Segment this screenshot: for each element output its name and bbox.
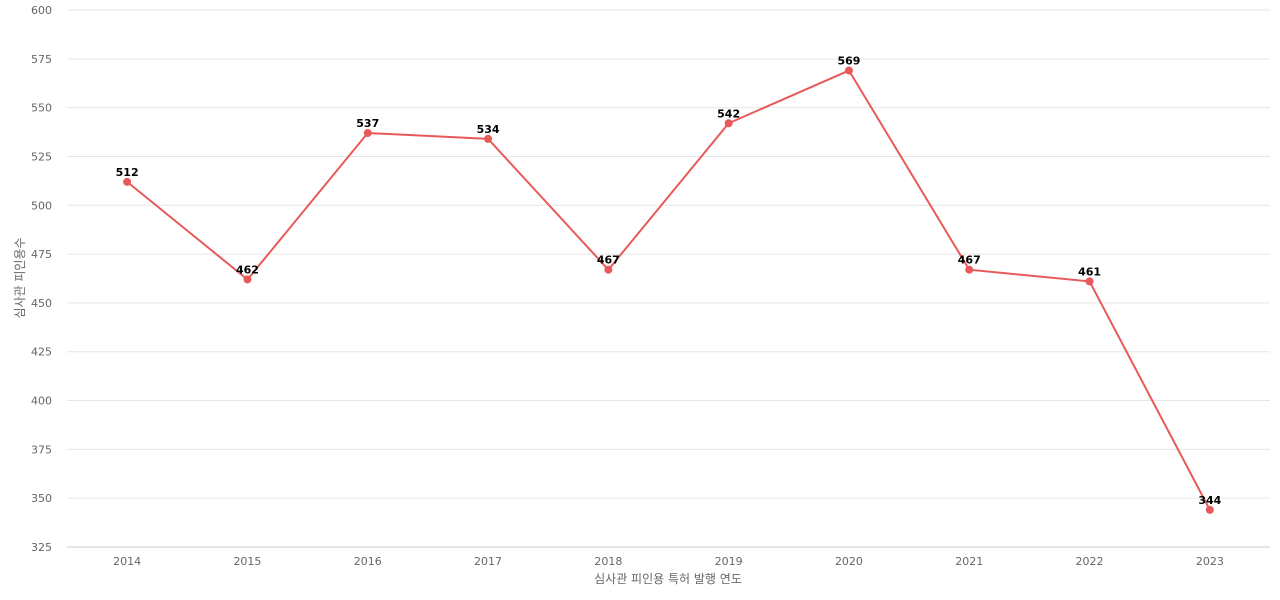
x-tick-label: 2015: [233, 555, 261, 568]
data-label: 534: [477, 123, 500, 136]
y-tick-label: 500: [31, 199, 52, 212]
data-point: [484, 134, 493, 143]
data-point: [844, 66, 853, 75]
data-label: 542: [717, 107, 740, 120]
x-axis-ticks: 2014 2015 2016 2017 2018 2019 2020 2021 2022 2023: [113, 555, 1224, 568]
data-point: [965, 265, 974, 274]
y-tick-label: 325: [31, 541, 52, 554]
y-tick-label: 575: [31, 53, 52, 66]
data-label: 461: [1078, 265, 1101, 278]
data-point: [1085, 277, 1094, 286]
data-label: 569: [837, 55, 860, 68]
y-tick-label: 600: [31, 4, 52, 17]
data-point: [123, 177, 132, 186]
data-point: [604, 265, 613, 274]
data-labels: 512 462 537 534 467 542 569 467 461 344: [116, 55, 1222, 507]
x-tick-label: 2016: [354, 555, 382, 568]
data-label: 467: [597, 254, 620, 267]
data-point: [243, 275, 252, 284]
data-label: 467: [958, 254, 981, 267]
y-tick-label: 525: [31, 150, 52, 163]
x-tick-label: 2014: [113, 555, 141, 568]
y-tick-label: 350: [31, 492, 52, 505]
y-axis-title: 심사관 피인용수: [13, 237, 27, 318]
grid-lines: [67, 9, 1270, 548]
y-tick-label: 375: [31, 443, 52, 456]
x-tick-label: 2020: [835, 555, 863, 568]
data-point: [1205, 505, 1214, 514]
x-tick-label: 2018: [594, 555, 622, 568]
y-tick-label: 450: [31, 297, 52, 310]
data-label: 537: [356, 117, 379, 130]
data-label: 344: [1198, 494, 1221, 507]
data-label: 462: [236, 263, 259, 276]
y-tick-label: 475: [31, 248, 52, 261]
x-tick-label: 2019: [715, 555, 743, 568]
data-point: [724, 119, 733, 128]
x-tick-label: 2022: [1076, 555, 1104, 568]
x-tick-label: 2017: [474, 555, 502, 568]
y-tick-label: 400: [31, 395, 52, 408]
x-tick-label: 2023: [1196, 555, 1224, 568]
x-tick-label: 2021: [955, 555, 983, 568]
x-axis-title: 심사관 피인용 특허 발행 연도: [594, 571, 742, 586]
y-tick-label: 425: [31, 346, 52, 359]
y-axis-ticks: 325 350 375 400 425 450 475 500 525 550 575 600: [31, 4, 52, 554]
series-line: [126, 69, 1211, 511]
data-label: 512: [116, 166, 139, 179]
y-tick-label: 550: [31, 102, 52, 115]
series: [123, 66, 1214, 514]
data-point: [363, 129, 372, 138]
